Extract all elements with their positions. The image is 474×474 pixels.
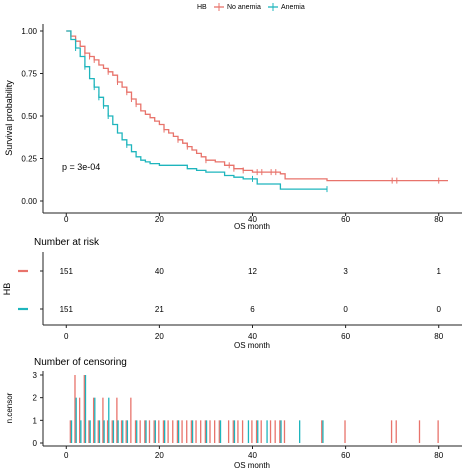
km-x-tick-label: 20 (155, 215, 164, 224)
km-y-tick-label: 1.00 (21, 27, 37, 36)
censor-y-tick-label: 2 (33, 394, 38, 403)
risk-x-tick-label: 60 (341, 332, 350, 341)
censor-plot-panel: Number of censoring n.censor OS month 0 1… (5, 357, 462, 470)
km-y-tick-label: 0.25 (21, 155, 37, 164)
risk-count-no-anemia: 12 (248, 267, 257, 276)
legend-label-no-anemia: No anemia (227, 4, 261, 11)
km-y-axis-label: Survival probability (4, 80, 14, 156)
km-x-axis-label: OS month (234, 222, 270, 231)
km-y-tick-label: 0.75 (21, 70, 37, 79)
risk-table-title: Number at risk (34, 237, 100, 248)
risk-count-no-anemia: 40 (155, 267, 164, 276)
censor-y-tick-label: 0 (33, 439, 38, 448)
censor-y-axis-label: n.censor (5, 392, 14, 423)
km-curve-no-anemia (66, 30, 448, 182)
km-plot-panel: Survival probability OS month p = 3e-04 … (4, 24, 462, 231)
risk-x-tick-label: 0 (64, 332, 69, 341)
censor-x-tick-label: 40 (248, 451, 257, 460)
risk-x-axis-label: OS month (234, 341, 270, 350)
censor-x-tick-label: 0 (64, 451, 69, 460)
risk-x-tick-label: 80 (434, 332, 443, 341)
legend-title: HB (197, 4, 207, 11)
censor-x-tick-label: 80 (434, 451, 443, 460)
km-y-tick-label: 0.50 (21, 112, 37, 121)
km-x-tick-label: 60 (341, 215, 350, 224)
risk-count-anemia: 6 (250, 305, 255, 314)
risk-x-tick-label: 40 (248, 332, 257, 341)
risk-x-tick-label: 20 (155, 332, 164, 341)
risk-count-no-anemia: 1 (436, 267, 441, 276)
risk-count-no-anemia: 151 (60, 267, 74, 276)
censor-y-tick-label: 1 (33, 416, 38, 425)
risk-count-anemia: 0 (343, 305, 348, 314)
km-x-tick-label: 80 (434, 215, 443, 224)
risk-count-anemia: 0 (436, 305, 441, 314)
km-p-value: p = 3e-04 (62, 162, 100, 172)
risk-count-anemia: 21 (155, 305, 164, 314)
km-y-tick-label: 0.00 (21, 197, 37, 206)
legend-label-anemia: Anemia (281, 4, 305, 11)
km-curve-anemia (66, 30, 327, 190)
censor-x-tick-label: 20 (155, 451, 164, 460)
censor-plot-title: Number of censoring (34, 357, 127, 368)
censor-x-tick-label: 60 (341, 451, 350, 460)
censor-y-tick-label: 3 (33, 371, 38, 380)
legend: HB No anemia Anemia (197, 3, 305, 11)
km-x-tick-label: 40 (248, 215, 257, 224)
risk-table-panel: Number at risk HB OS month 151 40 12 3 1 151 2… (2, 237, 462, 350)
risk-y-axis-label: HB (2, 283, 12, 296)
risk-count-anemia: 151 (60, 305, 74, 314)
risk-count-no-anemia: 3 (343, 267, 348, 276)
km-x-tick-label: 0 (64, 215, 69, 224)
censor-x-axis-label: OS month (234, 461, 270, 470)
